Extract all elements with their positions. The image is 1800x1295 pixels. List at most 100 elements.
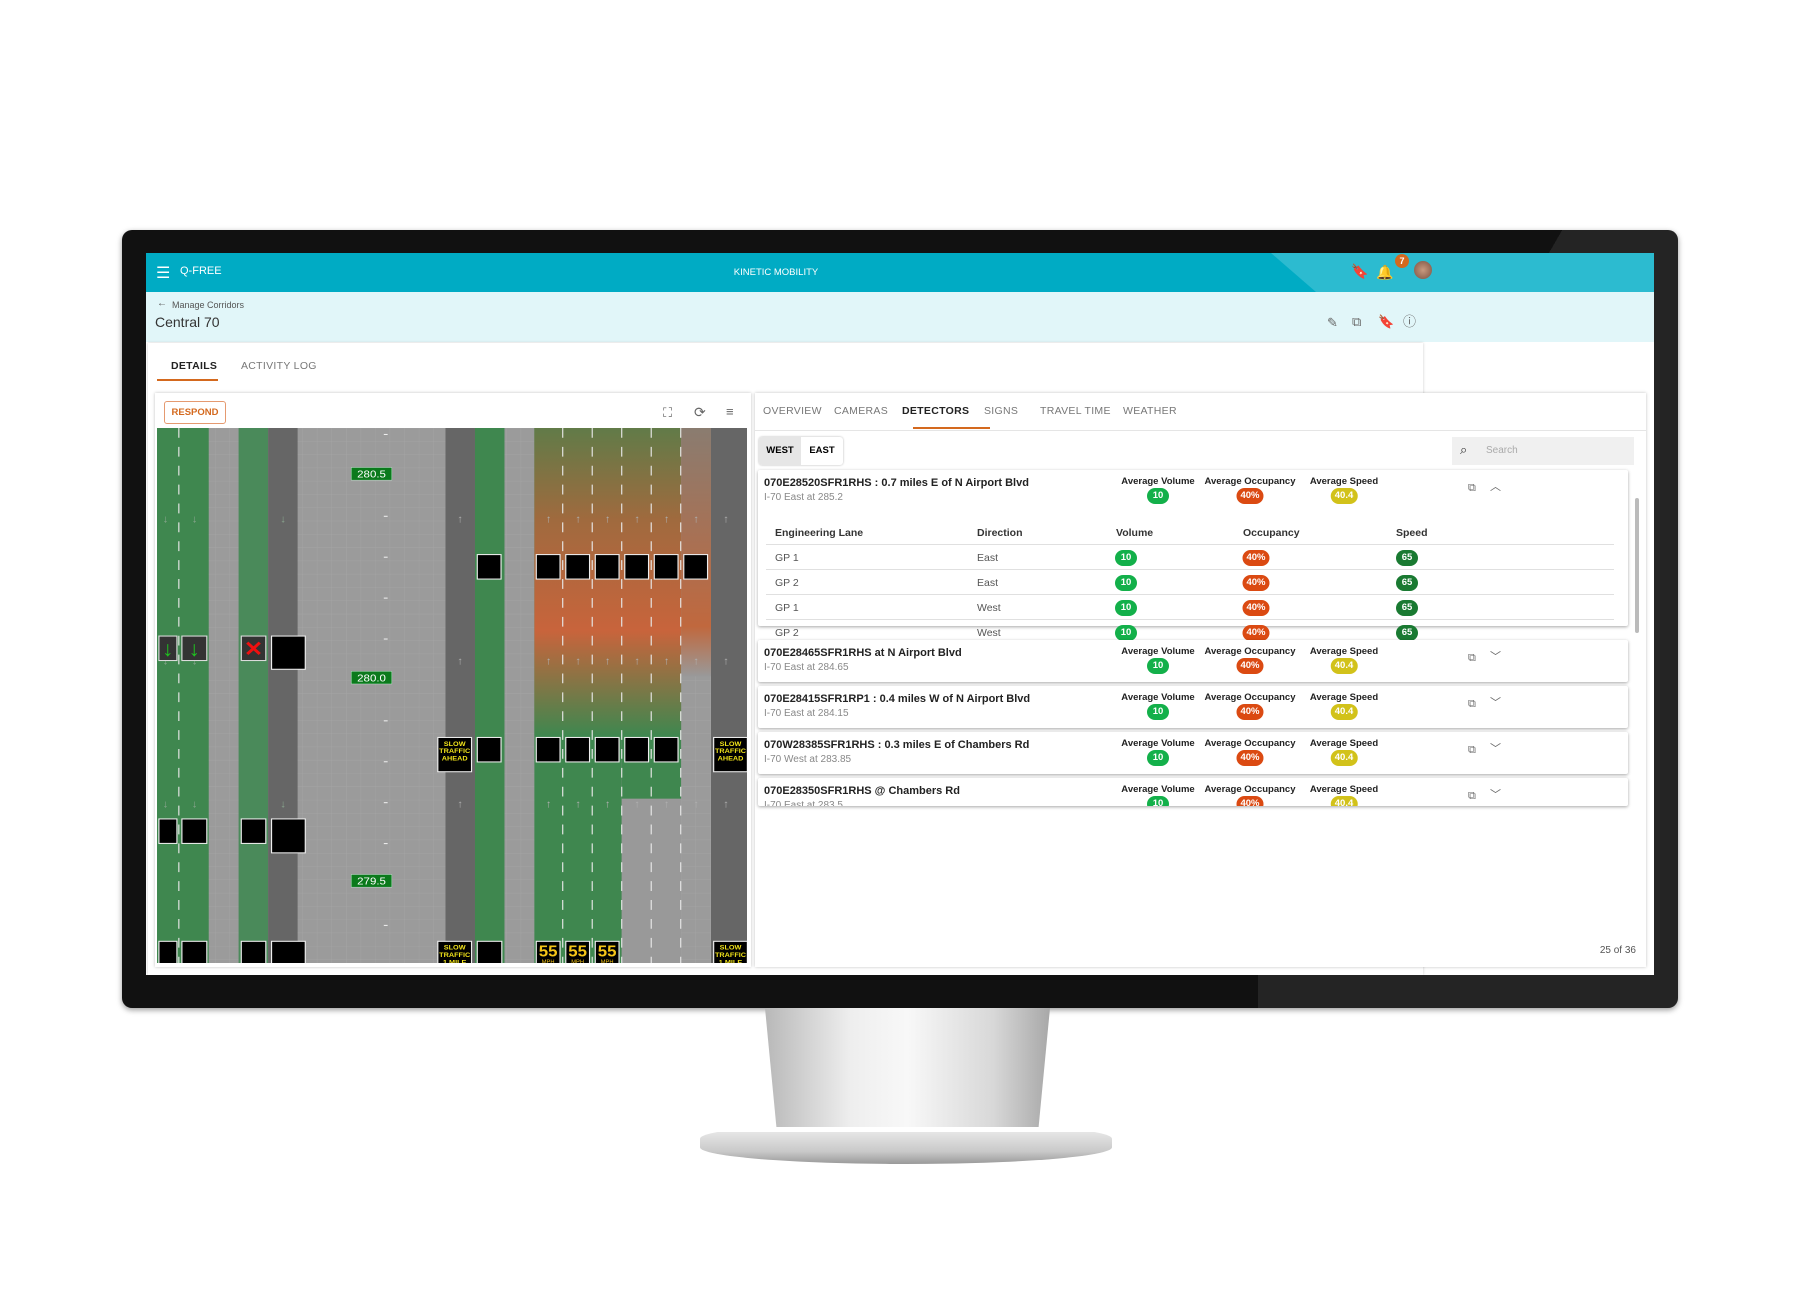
- occupancy-badge: 40%: [1242, 625, 1270, 641]
- lane-control-sign[interactable]: [181, 818, 208, 844]
- message-sign[interactable]: [713, 940, 747, 963]
- chevron-down-icon[interactable]: ﹀: [1490, 697, 1501, 709]
- avatar[interactable]: [1414, 261, 1432, 279]
- chevron-down-icon[interactable]: ﹀: [1490, 743, 1501, 755]
- detector-card[interactable]: 070E28350SFR1RHS @ Chambers Rd I-70 East…: [758, 778, 1628, 806]
- speed-sign[interactable]: [594, 940, 620, 963]
- tab-overview[interactable]: OVERVIEW: [763, 405, 822, 417]
- scrollbar[interactable]: [1635, 498, 1639, 633]
- toggle-west[interactable]: WEST: [759, 437, 801, 465]
- lane-control-sign[interactable]: [476, 736, 502, 763]
- detector-card[interactable]: 070W28385SFR1RHS : 0.3 miles E of Chambe…: [758, 732, 1628, 774]
- open-external-icon[interactable]: ⧉: [1468, 790, 1476, 802]
- lane-control-sign[interactable]: [683, 554, 709, 580]
- tick-mark: [383, 515, 388, 517]
- chevron-up-icon[interactable]: ︿: [1490, 481, 1501, 493]
- lane-control-sign[interactable]: [476, 554, 502, 580]
- detector-name: 070E28415SFR1RP1 : 0.4 miles W of N Airp…: [764, 693, 1031, 705]
- open-external-icon[interactable]: ⧉: [1468, 744, 1476, 756]
- tab-detectors[interactable]: DETECTORS: [902, 405, 970, 417]
- fullscreen-icon[interactable]: ⛶: [663, 405, 673, 420]
- lane-control-sign[interactable]: [535, 554, 561, 580]
- lane-control-sign[interactable]: [240, 940, 267, 963]
- lane-arrow-icon: ↑: [693, 799, 699, 810]
- tab-activity-log[interactable]: ACTIVITY LOG: [241, 360, 317, 372]
- lane-control-sign[interactable]: [594, 554, 620, 580]
- chevron-down-icon[interactable]: ﹀: [1490, 651, 1501, 663]
- lane-control-sign[interactable]: [594, 736, 620, 763]
- lane-control-sign[interactable]: [565, 736, 591, 763]
- speed-sign[interactable]: [565, 940, 591, 963]
- open-external-icon[interactable]: ⧉: [1468, 698, 1476, 710]
- tab-cameras[interactable]: CAMERAS: [834, 405, 889, 417]
- avg-occupancy-badge: 40%: [1236, 704, 1264, 720]
- tab-details[interactable]: DETAILS: [171, 360, 218, 372]
- detector-name: 070W28385SFR1RHS : 0.3 miles E of Chambe…: [764, 739, 1030, 751]
- search-input[interactable]: ⌕ Search: [1452, 437, 1634, 465]
- edit-icon[interactable]: ✎: [1327, 315, 1338, 330]
- open-external-icon[interactable]: ⧉: [1468, 482, 1476, 494]
- mile-marker-label: 280.0: [357, 673, 386, 684]
- detector-card[interactable]: 070E28465SFR1RHS at N Airport Blvd I-70 …: [758, 640, 1628, 682]
- lane-control-sign[interactable]: [270, 940, 306, 963]
- lane-control-sign[interactable]: [158, 635, 178, 662]
- lane-control-sign[interactable]: [270, 818, 306, 854]
- lane-control-sign[interactable]: [240, 635, 267, 662]
- back-arrow-icon[interactable]: ←: [157, 298, 167, 309]
- message-sign[interactable]: [713, 736, 747, 773]
- menu-icon[interactable]: ☰: [156, 265, 171, 282]
- chevron-down-icon[interactable]: ﹀: [1490, 789, 1501, 801]
- tab-weather[interactable]: WEATHER: [1123, 405, 1177, 417]
- lane-control-sign[interactable]: [270, 635, 306, 670]
- avg-speed-badge: 40.4: [1330, 488, 1358, 504]
- lane-control-sign[interactable]: [158, 818, 178, 844]
- tab-travel-time[interactable]: TRAVEL TIME: [1040, 405, 1111, 417]
- lane-arrow-icon: ↑: [605, 799, 611, 810]
- lane-arrow-icon: ↑: [723, 514, 729, 525]
- lane-control-sign[interactable]: [653, 736, 679, 763]
- lane-control-sign[interactable]: [240, 818, 267, 844]
- help-icon[interactable]: ⓘ: [1403, 314, 1417, 329]
- respond-button[interactable]: RESPOND: [164, 401, 226, 424]
- lane-arrow-icon: ↑: [634, 656, 640, 667]
- arrow-down-icon: ↓: [162, 637, 173, 661]
- speed-badge: 65: [1396, 625, 1418, 641]
- lane-control-sign[interactable]: [565, 554, 591, 580]
- detector-card[interactable]: 070E28415SFR1RP1 : 0.4 miles W of N Airp…: [758, 686, 1628, 728]
- message-sign-text: AHEAD: [718, 756, 744, 763]
- message-sign[interactable]: [437, 940, 473, 963]
- sync-icon[interactable]: ⟳: [694, 404, 706, 420]
- filter-icon[interactable]: ≡: [726, 404, 734, 419]
- avg-speed-label: Average Speed: [1309, 738, 1379, 749]
- bookmarks-icon[interactable]: 🔖: [1351, 263, 1369, 279]
- lane-control-sign[interactable]: [535, 736, 561, 763]
- add-copy-icon[interactable]: ⧉: [1352, 314, 1362, 329]
- mile-marker-label: 279.5: [357, 876, 386, 887]
- open-external-icon[interactable]: ⧉: [1468, 652, 1476, 664]
- bell-icon[interactable]: 🔔: [1376, 264, 1394, 280]
- avg-speed-badge: 40.4: [1330, 658, 1358, 674]
- lane-control-sign[interactable]: [476, 940, 503, 963]
- corridor-map[interactable]: ↓↓↓↑↑↑↑↑↑↑↑↓↓↓↑↑↑↑↑↑↑↑↓↓↓↑↑↑↑↑↑↑↑280.528…: [157, 428, 747, 963]
- lane-arrow-icon: ↓: [192, 656, 198, 667]
- lane-control-sign[interactable]: [181, 635, 208, 662]
- lane-control-sign[interactable]: [158, 940, 178, 963]
- detector-card[interactable]: 070E28520SFR1RHS : 0.7 miles E of N Airp…: [758, 470, 1628, 670]
- avg-occupancy-label: Average Occupancy: [1204, 692, 1296, 703]
- lane-control-sign[interactable]: [653, 554, 679, 580]
- lane: [474, 428, 505, 963]
- lane-control-sign[interactable]: [181, 940, 208, 963]
- lane-control-sign[interactable]: [624, 554, 650, 580]
- speed-badge: 65: [1396, 600, 1418, 616]
- lane-cell: GP 2: [775, 577, 799, 589]
- lane-arrow-icon: ↑: [546, 656, 552, 667]
- speed-sign[interactable]: [535, 940, 561, 963]
- bookmark-add-icon[interactable]: 🔖: [1378, 314, 1395, 329]
- message-sign[interactable]: [437, 736, 473, 773]
- tick-mark: [383, 433, 388, 435]
- message-sign-text: TRAFFIC: [439, 952, 470, 959]
- breadcrumb-back-link[interactable]: Manage Corridors: [172, 300, 245, 310]
- toggle-east[interactable]: EAST: [809, 445, 835, 456]
- tab-signs[interactable]: SIGNS: [984, 405, 1019, 417]
- lane-control-sign[interactable]: [624, 736, 650, 763]
